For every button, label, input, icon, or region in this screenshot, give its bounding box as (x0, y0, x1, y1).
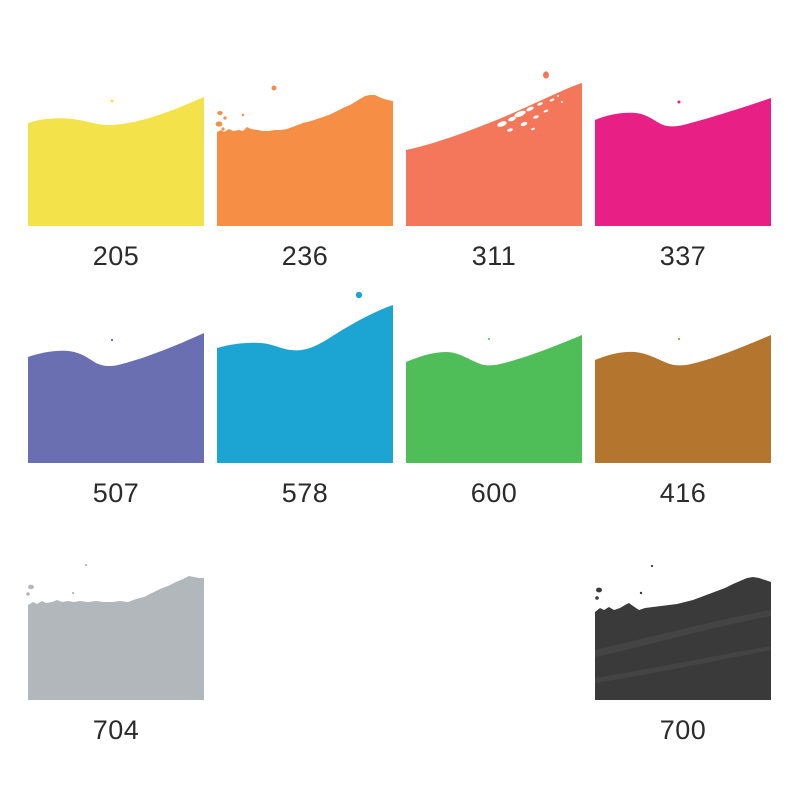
swatch-416: 416 (595, 321, 771, 507)
swatch-code-label: 704 (92, 715, 140, 745)
paint-shape (595, 564, 771, 700)
paint-swatch-image (406, 335, 582, 463)
swatch-code-label: 578 (281, 478, 329, 508)
swatch-code-label: 700 (659, 715, 707, 745)
paint-swatch-image (217, 291, 393, 463)
swatch-700: 700 (595, 558, 771, 744)
paint-swatch-image (26, 563, 204, 700)
swatch-507: 507 (28, 321, 204, 507)
paint-swatch-image (406, 71, 582, 226)
swatch-grid: 205 236 (26, 71, 771, 745)
swatch-code-label: 416 (659, 478, 707, 508)
paint-shape (406, 335, 582, 463)
paint-swatch-image (595, 564, 771, 700)
paint-shape (217, 291, 393, 463)
paint-shape (406, 71, 582, 226)
swatch-311: 311 (406, 71, 582, 271)
paint-shape (26, 563, 204, 700)
swatch-code-label: 311 (471, 241, 517, 271)
swatch-578: 578 (217, 291, 393, 508)
swatch-code-label: 337 (659, 241, 707, 271)
paint-shape (215, 85, 393, 226)
swatch-code-label: 205 (92, 241, 140, 271)
swatch-code-label: 236 (281, 241, 329, 271)
swatch-code-label: 507 (92, 478, 140, 508)
swatch-600: 600 (406, 321, 582, 507)
paint-shape (595, 98, 771, 226)
paint-swatch-image (595, 335, 771, 463)
paint-swatch-image (28, 97, 204, 226)
paint-swatch-image (28, 333, 204, 463)
paint-shape (28, 97, 204, 226)
swatch-code-label: 600 (470, 478, 518, 508)
swatch-236: 236 (215, 84, 393, 271)
paint-swatch-image (215, 85, 393, 226)
paint-shape (28, 333, 204, 463)
paint-swatch-image (595, 98, 771, 226)
swatch-205: 205 (28, 84, 204, 270)
swatch-704: 704 (26, 558, 204, 745)
paint-shape (595, 335, 771, 463)
swatch-337: 337 (595, 84, 771, 270)
splash-texture (493, 95, 563, 132)
paper-texture (595, 610, 771, 683)
